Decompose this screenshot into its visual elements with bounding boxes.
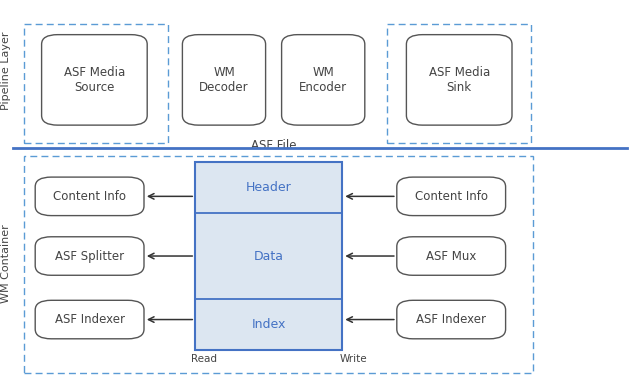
Text: ASF Splitter: ASF Splitter xyxy=(55,249,124,263)
FancyBboxPatch shape xyxy=(35,177,144,216)
Text: Write: Write xyxy=(339,354,367,364)
FancyBboxPatch shape xyxy=(42,35,147,125)
FancyBboxPatch shape xyxy=(397,300,506,339)
Text: WM
Decoder: WM Decoder xyxy=(199,66,249,94)
Text: Data: Data xyxy=(254,249,284,263)
Text: ASF Media
Source: ASF Media Source xyxy=(64,66,125,94)
FancyBboxPatch shape xyxy=(195,162,342,350)
FancyBboxPatch shape xyxy=(35,237,144,275)
Text: ASF Mux: ASF Mux xyxy=(426,249,476,263)
Text: Content Info: Content Info xyxy=(415,190,488,203)
Text: Pipeline Layer: Pipeline Layer xyxy=(1,32,12,110)
FancyBboxPatch shape xyxy=(282,35,365,125)
Bar xyxy=(24,24,168,143)
Text: Read: Read xyxy=(191,354,216,364)
Text: Index: Index xyxy=(252,318,286,331)
FancyBboxPatch shape xyxy=(397,177,506,216)
Text: ASF Indexer: ASF Indexer xyxy=(416,313,486,326)
FancyBboxPatch shape xyxy=(406,35,512,125)
FancyBboxPatch shape xyxy=(182,35,266,125)
Text: Header: Header xyxy=(246,181,292,194)
Text: ASF Indexer: ASF Indexer xyxy=(54,313,125,326)
Bar xyxy=(24,156,533,373)
Text: ASF File: ASF File xyxy=(251,139,297,152)
FancyBboxPatch shape xyxy=(35,300,144,339)
Text: ASF Media
Sink: ASF Media Sink xyxy=(429,66,490,94)
Text: WM
Encoder: WM Encoder xyxy=(299,66,348,94)
FancyBboxPatch shape xyxy=(397,237,506,275)
Text: WM Container: WM Container xyxy=(1,224,12,303)
Text: Content Info: Content Info xyxy=(53,190,126,203)
Bar xyxy=(387,24,531,143)
